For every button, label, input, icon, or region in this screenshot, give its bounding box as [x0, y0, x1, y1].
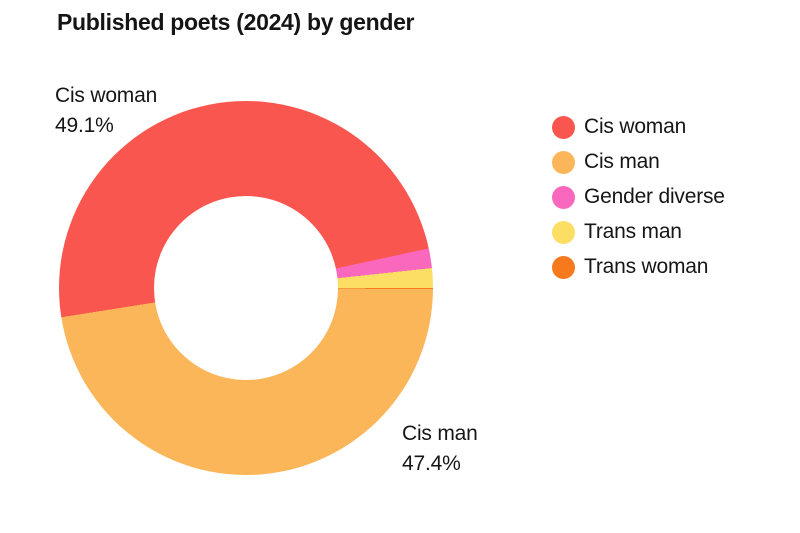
legend-item-label: Trans woman: [584, 255, 709, 278]
legend-swatch-icon: [552, 150, 575, 174]
callout-cis-man-value: 47.4%: [402, 452, 461, 475]
callout-cis-man-label: Cis man: [402, 422, 478, 445]
donut-chart: [59, 101, 433, 475]
legend-item-label: Trans man: [584, 220, 682, 243]
legend-item-gender-diverse: Gender diverse: [552, 185, 725, 209]
legend-item-trans-man: Trans man: [552, 220, 725, 244]
legend-item-cis-man: Cis man: [552, 150, 725, 174]
legend-item-label: Gender diverse: [584, 185, 725, 208]
callout-cis-man: Cis man 47.4%: [402, 419, 478, 479]
legend-swatch-icon: [552, 220, 575, 244]
callout-cis-woman: Cis woman 49.1%: [55, 81, 157, 141]
legend-swatch-icon: [552, 115, 575, 139]
legend-swatch-icon: [552, 255, 575, 279]
callout-cis-woman-label: Cis woman: [55, 84, 158, 107]
legend-item-label: Cis woman: [584, 115, 687, 138]
donut-hole: [154, 196, 338, 380]
chart-title: Published poets (2024) by gender: [57, 9, 415, 35]
legend-swatch-icon: [552, 185, 575, 209]
callout-cis-woman-value: 49.1%: [55, 114, 114, 137]
legend: Cis woman Cis man Gender diverse Trans m…: [552, 115, 725, 279]
legend-item-cis-woman: Cis woman: [552, 115, 725, 139]
legend-item-label: Cis man: [584, 150, 660, 173]
legend-item-trans-woman: Trans woman: [552, 255, 725, 279]
